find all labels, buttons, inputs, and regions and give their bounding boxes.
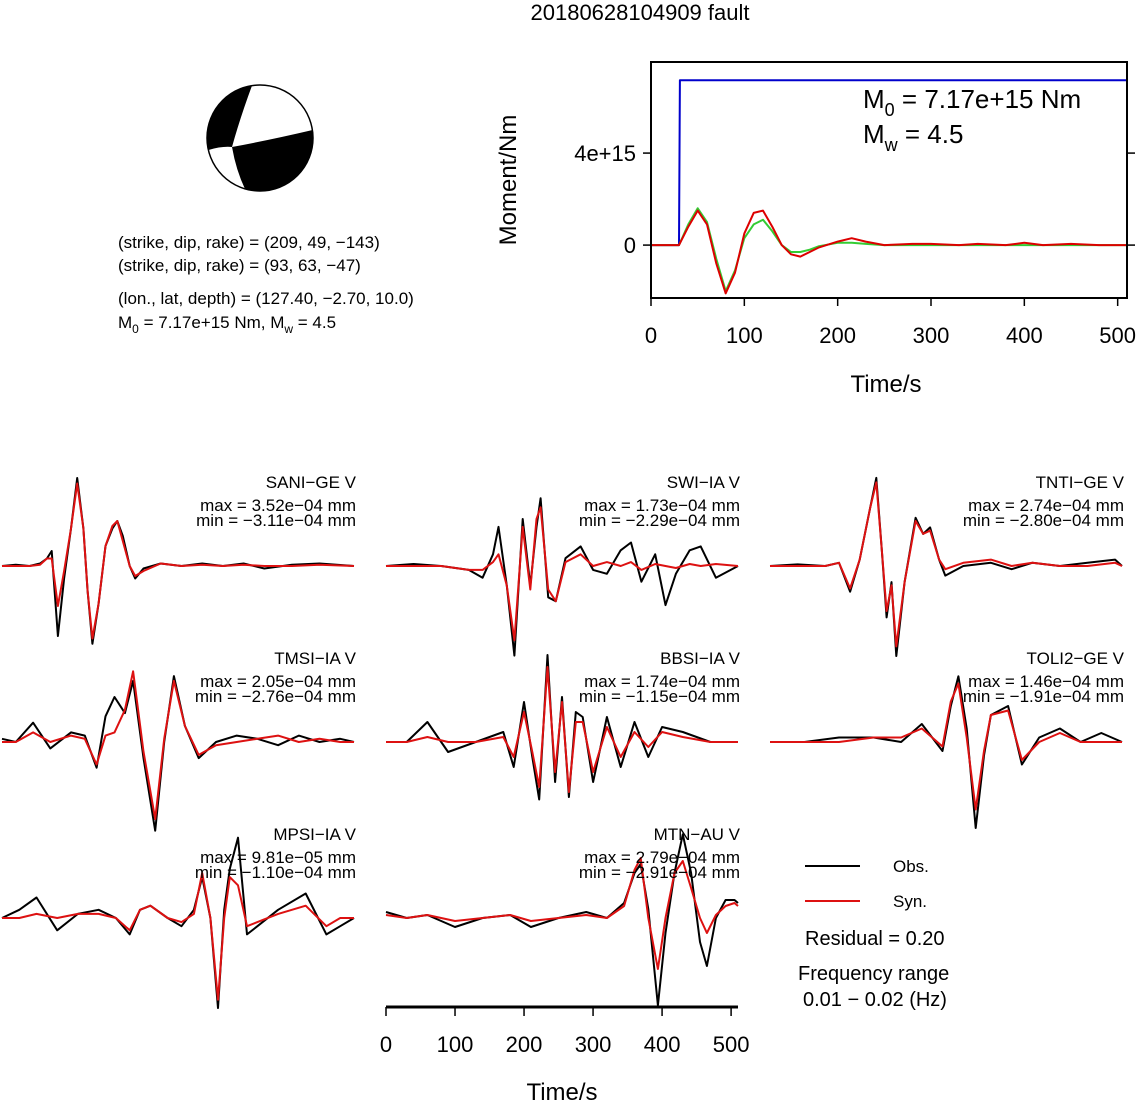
amplitude-label: max = 2.79e−04 mm [584,848,740,867]
text-part: M [118,313,132,332]
y-axis-label: Moment/Nm [495,115,522,246]
text-line: Mw = 4.5 [863,119,963,155]
residual: Residual = 0.20 [805,928,945,950]
trace [770,682,1122,811]
amplitude-label: max = 3.52e−04 mm [200,496,356,515]
text-part: M [863,119,885,149]
trace [386,506,739,642]
x-tick-label: 100 [726,323,763,348]
station-label: TOLI2−GE V [1027,649,1125,668]
amplitude-label: min = −2.29e−04 mm [579,511,740,530]
x-axis-label: Time/s [526,1079,597,1104]
trace [2,872,354,1001]
trace [386,666,738,793]
amplitude-label: max = 1.46e−04 mm [968,672,1124,691]
subscript: w [884,135,899,155]
legend-label: Syn. [893,892,927,911]
amplitude-label: min = −1.91e−04 mm [963,687,1124,706]
text-part: (strike, dip, rake) = (93, 63, −47) [118,256,361,275]
subscript: 0 [885,100,895,120]
amplitude-label: min = −2.91e−04 mm [579,863,740,882]
amplitude-label: min = −1.15e−04 mm [579,687,740,706]
amplitude-label: max = 9.81e−05 mm [200,848,356,867]
amplitude-label: min = −2.80e−04 mm [963,511,1124,530]
plot-frame [650,61,1128,299]
trace [651,207,1127,293]
text-part: M [863,84,885,114]
figure-title: 20180628104909 fault [531,0,750,25]
amplitude-label: max = 1.74e−04 mm [584,672,740,691]
x-tick-label: 200 [506,1032,543,1057]
x-tick-label: 300 [575,1032,612,1057]
trace [2,482,355,640]
x-tick-label: 500 [1099,323,1136,348]
text-part: = 4.5 [898,119,964,149]
frequency-range: 0.01 − 0.02 (Hz) [803,989,947,1011]
y-tick-label: 0 [624,233,636,258]
amplitude-label: max = 1.73e−04 mm [584,496,740,515]
trace [651,209,1127,295]
amplitude-label: max = 2.74e−04 mm [968,496,1124,515]
text-line: (strike, dip, rake) = (93, 63, −47) [118,256,361,275]
text-part: = 7.17e+15 Nm [895,84,1081,114]
station-label: TNTI−GE V [1036,473,1125,492]
x-axis-label: Time/s [850,371,921,398]
x-tick-label: 300 [913,323,950,348]
trace [1,675,355,832]
beachball [206,84,314,192]
station-label: MPSI−IA V [273,825,356,844]
beachball-lobe [232,130,314,192]
text-part: (lon., lat, depth) = (127.40, −2.70, 10.… [118,289,414,308]
subscript: w [283,322,293,336]
amplitude-label: min = −3.11e−04 mm [196,511,356,530]
x-tick-label: 500 [713,1032,750,1057]
trace [385,857,739,970]
x-tick-label: 400 [1006,323,1043,348]
legend-label: Obs. [893,857,929,876]
trace [2,670,354,821]
text-part: = 4.5 [293,313,336,332]
text-line: (strike, dip, rake) = (209, 49, −143) [118,233,380,252]
y-tick-label: 4e+15 [574,141,636,166]
station-label: MTN−AU V [654,825,741,844]
text-part: (strike, dip, rake) = (209, 49, −143) [118,233,380,252]
x-tick-label: 0 [645,323,657,348]
beachball-lobe [207,85,252,150]
station-label: BBSI−IA V [660,649,741,668]
amplitude-label: min = −2.76e−04 mm [195,687,356,706]
x-tick-label: 400 [644,1032,681,1057]
text-line: M0 = 7.17e+15 Nm [863,84,1081,120]
x-tick-label: 0 [380,1032,392,1057]
amplitude-label: max = 2.05e−04 mm [200,672,356,691]
x-tick-label: 200 [819,323,856,348]
station-label: SWI−IA V [667,473,741,492]
station-label: TMSI−IA V [274,649,356,668]
text-line: M0 = 7.17e+15 Nm, Mw = 4.5 [118,313,336,336]
station-label: SANI−GE V [266,473,357,492]
text-line: (lon., lat, depth) = (127.40, −2.70, 10.… [118,289,414,308]
amplitude-label: min = −1.10e−04 mm [195,863,356,882]
text-part: = 7.17e+15 Nm, M [139,313,285,332]
frequency-label: Frequency range [798,963,949,985]
x-tick-label: 100 [437,1032,474,1057]
trace [770,481,1123,648]
legend: Obs. Syn. [805,857,929,911]
subscript: 0 [132,322,139,336]
